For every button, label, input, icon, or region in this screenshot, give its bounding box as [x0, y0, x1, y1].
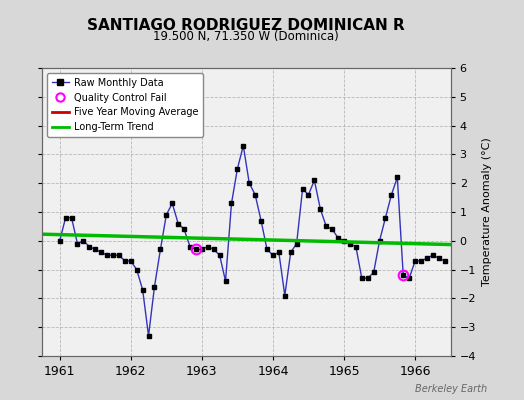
- Legend: Raw Monthly Data, Quality Control Fail, Five Year Moving Average, Long-Term Tren: Raw Monthly Data, Quality Control Fail, …: [47, 73, 203, 137]
- Text: SANTIAGO RODRIGUEZ DOMINICAN R: SANTIAGO RODRIGUEZ DOMINICAN R: [88, 18, 405, 33]
- Text: 19.500 N, 71.350 W (Dominica): 19.500 N, 71.350 W (Dominica): [154, 30, 339, 43]
- Y-axis label: Temperature Anomaly (°C): Temperature Anomaly (°C): [482, 138, 492, 286]
- Text: Berkeley Earth: Berkeley Earth: [415, 384, 487, 394]
